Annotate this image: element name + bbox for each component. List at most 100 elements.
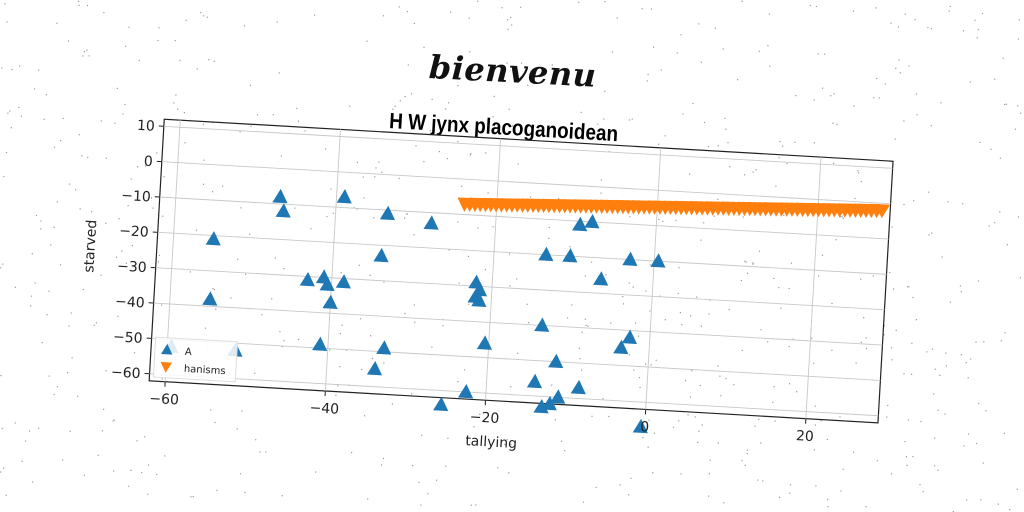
speckle-dot [124,103,126,106]
speckle-dot [77,0,80,3]
speckle-dot [86,49,88,51]
speckle-dot [960,291,962,293]
speckle-dot [446,66,448,68]
speckle-dot [760,329,762,331]
speckle-dot [145,165,147,167]
speckle-dot [600,192,602,194]
speckle-dot [962,30,964,32]
speckle-dot [799,430,801,432]
speckle-dot [717,145,719,147]
speckle-dot [591,415,593,417]
point-series-a [272,188,288,204]
speckle-dot [18,106,20,108]
speckle-dot [855,362,857,364]
speckle-dot [256,114,259,116]
speckle-dot [872,275,874,277]
speckle-dot [1019,277,1021,279]
speckle-dot [907,286,909,288]
speckle-dot [461,185,463,187]
speckle-dot [794,141,796,143]
point-series-a [202,291,218,306]
speckle-dot [11,69,13,71]
speckle-dot [1004,332,1006,334]
speckle-dot [493,95,495,97]
speckle-dot [979,141,981,143]
speckle-dot [969,81,971,83]
speckle-dot [103,408,105,410]
speckle-dot [118,218,120,220]
speckle-dot [703,222,705,224]
speckle-dot [116,87,118,89]
speckle-dot [600,179,603,181]
speckle-dot [778,287,780,289]
speckle-dot [24,440,27,442]
speckle-dot [427,493,429,495]
speckle-dot [887,404,889,406]
speckle-dot [639,386,641,389]
speckle-dot [811,337,813,339]
speckle-dot [46,314,48,316]
point-series-a [299,272,315,287]
speckle-dot [570,136,572,138]
speckle-dot [876,460,878,462]
speckle-dot [628,494,630,496]
speckle-dot [21,460,23,462]
speckle-dot [413,234,415,236]
speckle-dot [948,10,950,12]
speckle-dot [236,428,238,430]
speckle-dot [477,227,479,229]
speckle-dot [809,4,811,7]
y-tick-label: 10 [137,118,156,135]
speckle-dot [778,157,780,159]
y-grid-line [149,373,879,417]
speckle-dot [680,473,682,475]
speckle-dot [687,414,689,416]
speckle-dot [105,222,107,224]
speckle-dot [719,375,721,377]
speckle-dot [678,267,680,269]
speckle-dot [113,470,115,472]
speckle-dot [581,331,583,333]
point-series-a [376,340,392,355]
point-series-a [533,398,549,414]
speckle-dot [356,208,358,210]
speckle-dot [930,125,932,127]
speckle-dot [708,313,710,315]
speckle-dot [1,67,3,69]
speckle-dot [35,214,38,217]
speckle-dot [826,438,828,441]
speckle-dot [164,455,166,457]
speckle-dot [105,370,107,372]
speckle-dot [243,25,246,27]
speckle-dot [192,496,194,498]
speckle-dot [56,201,59,203]
speckle-dot [981,12,984,15]
legend-marker-a [161,343,173,355]
speckle-dot [741,0,743,2]
speckle-dot [53,146,56,148]
speckle-dot [133,352,136,354]
speckle-dot [604,90,606,92]
speckle-dot [294,207,296,209]
speckle-dot [283,340,285,342]
speckle-dot [852,10,854,12]
speckle-dot [548,237,550,239]
y-grid-line [157,231,887,275]
speckle-dot [190,496,192,498]
speckle-dot [196,68,198,70]
speckle-dot [774,420,776,422]
speckle-dot [813,362,815,364]
point-series-a [538,246,554,262]
speckle-dot [254,372,256,374]
speckle-dot [508,253,511,255]
speckle-dot [283,268,285,270]
speckle-dot [67,372,69,374]
speckle-dot [492,116,494,118]
speckle-dot [778,496,781,498]
grid-lines [149,120,893,419]
speckle-dot [202,183,205,185]
speckle-dot [860,180,862,183]
speckle-dot [582,501,585,503]
speckle-dot [371,357,374,360]
speckle-dot [69,430,71,432]
